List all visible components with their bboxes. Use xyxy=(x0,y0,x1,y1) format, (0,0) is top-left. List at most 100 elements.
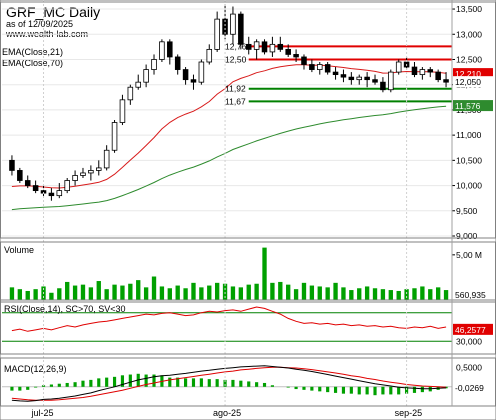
level-label: 12,76 xyxy=(225,41,247,51)
last-ema21-tag-bg xyxy=(453,68,493,80)
price-tick-label: 13,000 xyxy=(456,29,482,39)
price-tick-label: 12,500 xyxy=(456,54,482,64)
volume-bar xyxy=(230,286,236,300)
candle-down xyxy=(32,185,39,192)
candle-up xyxy=(111,122,118,151)
candle-down xyxy=(261,41,268,53)
volume-bar xyxy=(175,285,180,300)
volume-bar xyxy=(222,283,228,300)
volume-bar xyxy=(246,284,251,300)
last-ema70-tag: 11,576 xyxy=(455,101,481,111)
volume-bar xyxy=(349,290,354,300)
candle-down xyxy=(9,159,15,171)
volume-bar xyxy=(317,286,322,300)
x-tick-label: jul-25 xyxy=(31,408,54,418)
macd-title: MACD(12,26,9) xyxy=(4,364,67,374)
volume-bar xyxy=(412,288,417,300)
volume-bar xyxy=(341,287,346,300)
volume-bar xyxy=(9,287,15,300)
candle-up xyxy=(151,59,157,70)
candle-up xyxy=(143,69,149,83)
candle-up xyxy=(356,76,363,81)
volume-last-bg xyxy=(453,290,495,300)
candle-down xyxy=(238,13,244,45)
volume-bar xyxy=(49,292,54,300)
volume-tick-label: 5,00 M xyxy=(456,250,482,260)
price-tick-label: 13,500 xyxy=(456,4,482,14)
volume-bar xyxy=(364,286,370,300)
candle-up xyxy=(64,180,70,192)
volume-bar xyxy=(428,289,433,300)
volume-bar xyxy=(325,287,330,300)
candle-up xyxy=(419,69,426,76)
candle-down xyxy=(167,41,173,58)
volume-bar xyxy=(151,276,157,300)
volume-bar xyxy=(191,282,196,300)
volume-bar xyxy=(214,282,220,300)
macd-tick-label: 0,5000 xyxy=(456,363,482,373)
rsi-value: 46,2577 xyxy=(455,325,486,335)
volume-bar xyxy=(420,286,425,300)
rsi-line xyxy=(11,306,447,332)
volume-bar xyxy=(143,287,149,300)
candle-up xyxy=(388,71,394,91)
candle-up xyxy=(214,18,220,50)
volume-bar xyxy=(120,285,125,300)
ema70-legend: EMA(Close,70) xyxy=(2,58,63,68)
candle-up xyxy=(56,190,63,197)
price-panel: 13,50013,00012,50012,00011,50011,00010,5… xyxy=(2,4,493,241)
price-tick-label: 10,000 xyxy=(456,181,482,191)
volume-bar xyxy=(112,284,117,300)
candle-down xyxy=(380,81,386,91)
last-close-tag: 12,050 xyxy=(455,77,481,87)
last-ema21-tag: 12,210 xyxy=(455,69,481,79)
volume-bar xyxy=(396,290,401,300)
symbol-title: GRF_MC Daily xyxy=(6,4,100,20)
candle-up xyxy=(198,61,205,83)
volume-bar xyxy=(33,289,38,300)
candle-down xyxy=(24,180,31,186)
volume-bar xyxy=(136,280,141,300)
x-tick-label: sep-25 xyxy=(395,408,423,418)
candle-up xyxy=(119,99,126,123)
volume-bar xyxy=(57,288,62,300)
volume-bar xyxy=(309,285,315,300)
macd-signal-line xyxy=(11,366,447,401)
volume-bar xyxy=(270,282,275,300)
volume-bar xyxy=(301,282,307,300)
volume-bar xyxy=(207,285,212,300)
volume-bar xyxy=(104,289,109,300)
volume-bar xyxy=(159,286,165,300)
macd-value: -0,0269 xyxy=(455,383,484,393)
macd-value-bg xyxy=(453,381,493,393)
candle-up xyxy=(72,175,78,181)
rsi-value-bg xyxy=(453,323,493,335)
volume-panel: 5,00 M 560,935 xyxy=(9,247,495,300)
volume-bar xyxy=(199,287,204,300)
candle-down xyxy=(411,66,418,76)
volume-bar xyxy=(404,289,409,300)
candle-down xyxy=(332,71,339,76)
volume-bar xyxy=(88,287,94,300)
candle-up xyxy=(269,43,276,53)
candle-down xyxy=(427,69,434,73)
candle-down xyxy=(348,76,355,81)
price-tick-label: 9,000 xyxy=(456,231,478,241)
ema70-line xyxy=(11,105,447,211)
volume-bar xyxy=(443,290,449,300)
candle-down xyxy=(309,64,315,70)
candle-down xyxy=(293,54,299,58)
volume-bar xyxy=(254,283,259,300)
volume-last-value: 560,935 xyxy=(455,290,486,300)
candle-down xyxy=(301,56,307,65)
volume-bar xyxy=(278,281,283,300)
volume-bar xyxy=(380,289,386,300)
rsi-tick-label: 30,000 xyxy=(456,336,482,346)
volume-title: Volume xyxy=(4,245,34,255)
candle-down xyxy=(174,56,181,70)
candle-up xyxy=(103,149,110,169)
